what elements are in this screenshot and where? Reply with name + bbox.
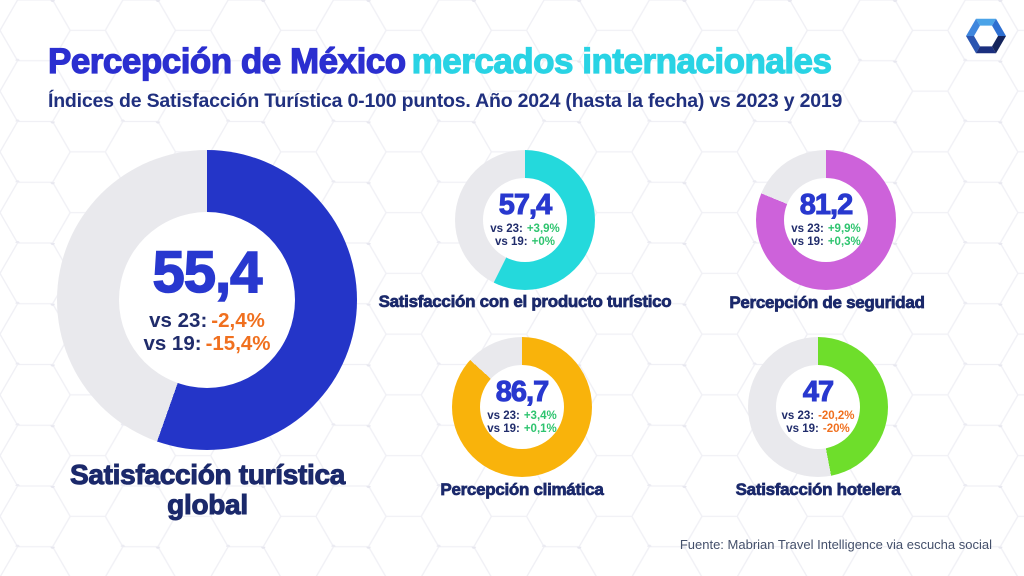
donut-chart-producto-turistico: 57,4 vs 23: +3,9% vs 19: +0% xyxy=(455,150,595,290)
vs-2023-line: vs 23: +9,9% xyxy=(791,223,861,236)
donut-hole: 55,4 vs 23: -2,4% vs 19: -15,4% xyxy=(119,212,295,388)
vs-2023-line: vs 23: -2,4% xyxy=(149,309,265,333)
vs-2019-label: vs 19: xyxy=(495,236,528,248)
donut-value: 55,4 xyxy=(152,240,263,306)
vs-2023-label: vs 23: xyxy=(487,410,520,423)
vs-2023-value: -2,4% xyxy=(211,309,265,333)
vs-2023-value: +3,9% xyxy=(526,223,560,236)
chart-label-producto-turistico: Satisfacción con el producto turístico xyxy=(378,292,672,311)
donut-hole: 57,4 vs 23: +3,9% vs 19: +0% xyxy=(483,178,567,262)
donut-hole: 81,2 vs 23: +9,9% vs 19: +0,3% xyxy=(784,178,868,262)
donut-chart-satisfaccion-global: 55,4 vs 23: -2,4% vs 19: -15,4% xyxy=(57,150,357,450)
chart-label-satisfaccion-global: Satisfacción turística global xyxy=(69,459,346,521)
vs-2019-line: vs 19: +0,3% xyxy=(791,236,861,249)
vs-2023-line: vs 23: -20,2% xyxy=(781,410,854,423)
vs-2019-value: -15,4% xyxy=(205,332,271,355)
vs-2023-value: +9,9% xyxy=(827,223,861,236)
donut-value: 57,4 xyxy=(498,189,552,222)
vs-2023-label: vs 23: xyxy=(490,223,523,236)
vs-2023-line: vs 23: +3,9% xyxy=(490,223,560,236)
vs-2023-line: vs 23: +3,4% xyxy=(487,410,557,423)
chart-label-climatica: Percepción climática xyxy=(440,480,604,499)
hexagon-logo-icon xyxy=(966,18,1006,54)
source-attribution: Fuente: Mabrian Travel Intelligence via … xyxy=(679,537,992,552)
donut-chart-hotelera: 47 vs 23: -20,2% vs 19: -20% xyxy=(748,337,888,477)
vs-2019-value: +0% xyxy=(531,236,555,248)
page-subtitle: Índices de Satisfacción Turística 0-100 … xyxy=(48,90,843,112)
chart-label-seguridad: Percepción de seguridad xyxy=(729,293,925,312)
donut-value: 86,7 xyxy=(495,376,549,409)
chart-label-hotelera: Satisfacción hotelera xyxy=(735,480,901,499)
vs-2019-label: vs 19: xyxy=(143,332,202,355)
vs-2019-label: vs 19: xyxy=(791,236,824,248)
page-title-primary: Percepción de México xyxy=(47,41,406,81)
vs-2023-label: vs 23: xyxy=(149,309,208,333)
mabrian-logo xyxy=(962,12,1010,60)
donut-hole: 86,7 vs 23: +3,4% vs 19: +0,1% xyxy=(480,365,564,449)
donut-chart-climatica: 86,7 vs 23: +3,4% vs 19: +0,1% xyxy=(452,337,592,477)
donut-hole: 47 vs 23: -20,2% vs 19: -20% xyxy=(776,365,860,449)
vs-2019-label: vs 19: xyxy=(487,423,520,435)
donut-value: 47 xyxy=(802,376,834,409)
vs-2019-value: -20% xyxy=(822,423,850,435)
vs-2019-label: vs 19: xyxy=(786,423,819,435)
vs-2023-value: -20,2% xyxy=(818,410,855,423)
donut-value: 81,2 xyxy=(799,189,853,222)
vs-2019-line: vs 19: +0,1% xyxy=(487,423,557,436)
vs-2023-label: vs 23: xyxy=(781,410,815,423)
vs-2019-line: vs 19: -15,4% xyxy=(143,332,271,356)
vs-2023-value: +3,4% xyxy=(523,410,557,423)
vs-2019-value: +0,1% xyxy=(523,423,557,435)
vs-2019-line: vs 19: -20% xyxy=(786,423,849,436)
vs-2023-label: vs 23: xyxy=(791,223,824,236)
donut-chart-seguridad: 81,2 vs 23: +9,9% vs 19: +0,3% xyxy=(756,150,896,290)
vs-2019-line: vs 19: +0% xyxy=(495,236,555,249)
page-title-secondary: mercados internacionales xyxy=(411,41,833,81)
vs-2019-value: +0,3% xyxy=(827,236,861,248)
page-title: Percepción de México mercados internacion… xyxy=(47,41,833,82)
